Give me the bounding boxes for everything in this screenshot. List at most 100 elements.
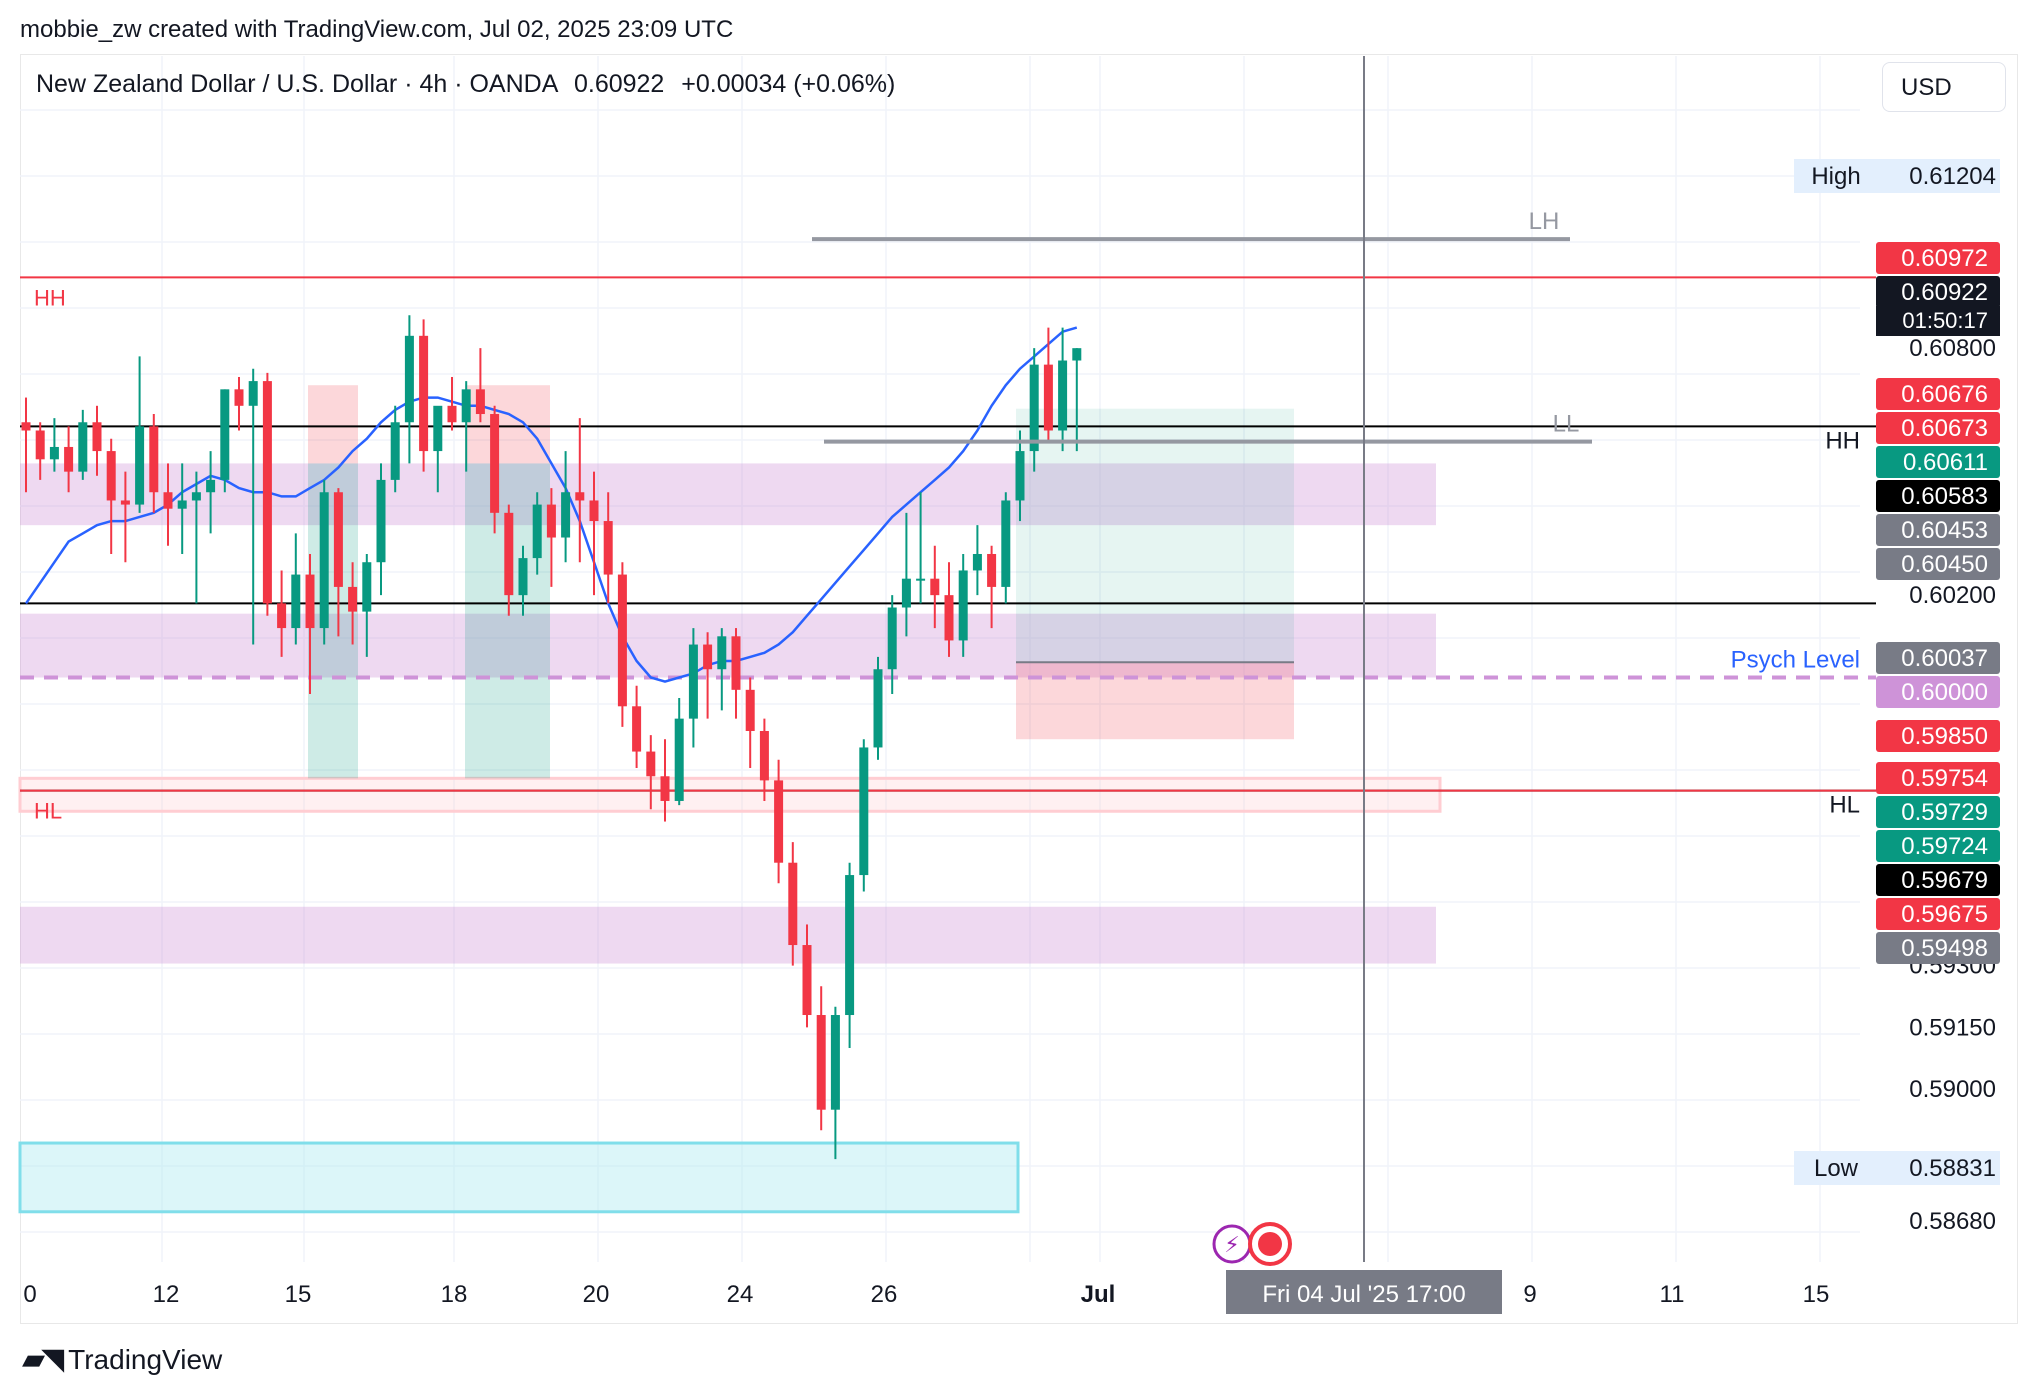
candle-body xyxy=(561,492,571,538)
candle-body xyxy=(901,578,911,608)
candle xyxy=(220,389,230,493)
price-label: 0.60972 xyxy=(1876,242,2000,274)
candle xyxy=(930,545,940,629)
hl-zone xyxy=(18,776,1442,813)
candle xyxy=(92,405,102,476)
candle xyxy=(802,924,812,1028)
candle-body xyxy=(972,553,982,571)
candle-body xyxy=(944,595,954,641)
price-label-bg xyxy=(1876,514,2000,546)
candle xyxy=(177,463,187,554)
candle xyxy=(816,986,826,1131)
candle xyxy=(1015,430,1025,522)
candle-body xyxy=(277,603,287,629)
price-label-bg xyxy=(1876,412,2000,444)
candle xyxy=(845,862,855,1048)
time-tick-label: 20 xyxy=(583,1281,610,1308)
price-label-text: 0.60972 xyxy=(1901,245,1988,272)
price-change: +0.00034 (+0.06%) xyxy=(681,70,896,98)
candle-body xyxy=(220,389,230,480)
candle xyxy=(972,525,982,596)
candle xyxy=(64,426,74,493)
candle-body xyxy=(419,335,429,452)
position-target-area xyxy=(1016,408,1294,663)
candle-body xyxy=(788,862,798,946)
candle-body xyxy=(958,570,968,641)
time-tick-label: 15 xyxy=(285,1281,312,1308)
price-label-text: 0.59675 xyxy=(1901,901,1988,928)
candle-body xyxy=(305,574,315,629)
candle xyxy=(333,488,343,637)
candle xyxy=(546,488,556,587)
candle xyxy=(901,512,911,637)
candle-body xyxy=(49,446,59,460)
price-label-text: 0.59679 xyxy=(1901,867,1988,894)
candle xyxy=(660,739,670,822)
moving-average-line xyxy=(24,326,1078,683)
candle-body xyxy=(830,1015,840,1110)
candle-body xyxy=(461,389,471,423)
price-label-bg xyxy=(1876,932,2000,964)
level-label: HH xyxy=(1825,427,1860,454)
level-label: HL xyxy=(34,799,62,824)
low-value: 0.58831 xyxy=(1909,1155,1996,1182)
price-label-text: 0.59498 xyxy=(1901,935,1988,962)
candle-body xyxy=(745,689,755,731)
tradingview-logo[interactable]: ▰◥ TradingView xyxy=(22,1342,222,1377)
candle-body xyxy=(703,644,713,670)
price-label: 0.59754 xyxy=(1876,762,2000,794)
candle xyxy=(674,698,684,806)
candle xyxy=(390,405,400,493)
candle-body xyxy=(816,1015,826,1110)
candle xyxy=(759,718,769,801)
candle xyxy=(376,463,386,596)
trend-marker-label: LH xyxy=(1529,208,1560,235)
position-stop-area xyxy=(308,385,358,464)
price-label-text: 0.60676 xyxy=(1901,381,1988,408)
lightning-icon-glyph: ⚡ xyxy=(1224,1233,1239,1258)
candle-body xyxy=(504,512,514,596)
last-price: 0.60922 xyxy=(573,70,665,98)
candle xyxy=(149,414,159,513)
price-label-text: 0.60450 xyxy=(1901,551,1988,578)
candle-body xyxy=(859,747,869,876)
candle-body xyxy=(135,426,145,505)
candle xyxy=(120,471,130,563)
time-tick-label: 15 xyxy=(1803,1281,1830,1308)
candle xyxy=(277,570,287,657)
countdown-bg xyxy=(1876,306,2000,336)
candle xyxy=(632,685,642,769)
candle xyxy=(1029,348,1039,472)
candle-body xyxy=(475,389,485,415)
candle xyxy=(21,397,31,493)
candle-body xyxy=(433,405,443,452)
currency-button[interactable]: USD xyxy=(1882,62,2006,112)
candle xyxy=(475,348,485,423)
moving-average-layer xyxy=(24,326,1078,683)
price-label-text: 0.60037 xyxy=(1901,645,1988,672)
time-tick-label: 12 xyxy=(153,1281,180,1308)
candle xyxy=(859,739,869,892)
tradingview-icon: ▰◥ xyxy=(22,1343,64,1376)
price-label-bg xyxy=(1876,242,2000,274)
candle-body xyxy=(1015,451,1025,501)
candle-body xyxy=(674,718,684,801)
candle-body xyxy=(1043,364,1053,431)
price-label: 0.60000 xyxy=(1876,676,2000,708)
candle-body xyxy=(987,553,997,587)
candle-body xyxy=(546,504,556,538)
candle-body xyxy=(106,451,116,501)
candle xyxy=(532,492,542,575)
candle-body xyxy=(873,669,883,748)
position-target-area xyxy=(308,463,358,779)
candle xyxy=(135,356,145,513)
time-tick-label: 0 xyxy=(23,1281,36,1308)
candle-body xyxy=(1058,360,1068,431)
candle-body xyxy=(149,426,159,493)
candle xyxy=(1058,327,1068,452)
candle-body xyxy=(532,504,542,559)
candle-body xyxy=(774,780,784,863)
high-tag-bg xyxy=(1794,159,1876,193)
candle xyxy=(262,372,272,616)
